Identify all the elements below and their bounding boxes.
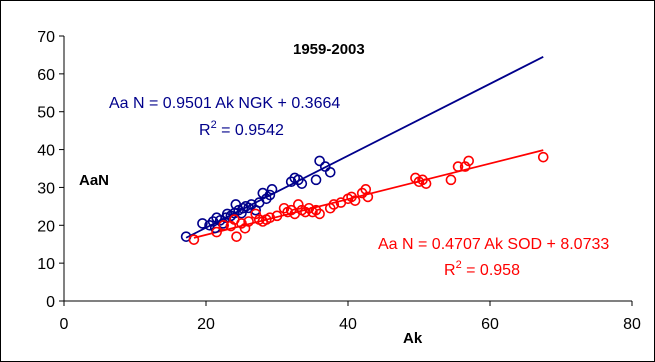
data-point-series-2 [328,199,340,210]
sod-equation: Aa N = 0.4707 Ak SOD + 8.0733 [378,236,609,253]
data-point-series-2 [459,161,471,172]
trendline-series-1 [185,56,544,239]
sod-r2-exponent: 2 [456,259,462,271]
x-tick-label: 60 [481,316,499,333]
data-point-series-1 [237,202,249,214]
ngk-r-squared: R2 = 0.9542 [199,119,284,139]
data-point-series-2 [243,216,254,227]
y-axis-label: AaN [79,172,109,189]
data-point-series-1 [324,166,336,178]
y-tick-label: 20 [37,218,55,235]
data-point-series-1 [296,178,308,189]
data-point-series-1 [314,155,325,167]
ngk-equation: Aa N = 0.9501 Ak NGK + 0.3664 [109,95,340,112]
data-point-series-2 [445,174,457,186]
ngk-r2-exponent: 2 [211,119,217,131]
x-tick-label: 80 [623,316,641,333]
data-point-series-2 [362,191,374,203]
data-point-series-2 [218,219,230,231]
y-tick-label: 0 [46,294,55,311]
data-point-series-1 [264,189,276,201]
data-point-series-1 [243,202,254,214]
data-point-series-2 [452,161,464,172]
chart-title: 1959-2003 [293,41,365,58]
data-point-series-1 [197,218,208,229]
x-axis-label: Ak [403,330,423,347]
data-point-series-2 [211,226,222,238]
y-tick-label: 40 [37,143,55,160]
sod-r2-letter: R [444,262,456,279]
data-point-series-1 [257,187,269,199]
y-tick-label: 50 [37,105,55,122]
axes: 0 10 20 30 40 50 60 70 0 20 40 60 80 [37,29,641,333]
data-point-series-2 [188,234,200,245]
y-tick-label: 10 [37,256,55,273]
data-point-series-2 [314,208,325,220]
x-tick-label: 20 [197,316,215,333]
data-point-series-1 [310,174,322,186]
y-tick-label: 70 [37,29,55,46]
y-tick-label: 30 [37,180,55,197]
data-point-series-2 [537,151,549,163]
data-point-series-2 [360,184,372,195]
sod-r2-value: = 0.958 [462,262,520,279]
data-point-series-2 [231,231,242,242]
sod-r-squared: R2 = 0.958 [444,259,520,279]
data-point-series-1 [266,184,278,195]
data-point-series-2 [250,208,261,220]
data-point-series-2 [264,212,276,224]
data-point-series-2 [463,155,475,167]
data-point-series-2 [420,178,432,189]
data-points [180,151,549,245]
y-tick-label: 60 [37,67,55,84]
data-point-series-2 [271,210,283,222]
ngk-r2-value: = 0.9542 [217,122,284,139]
x-tick-label: 0 [60,316,69,333]
ngk-r2-letter: R [199,122,211,139]
data-point-series-2 [349,195,361,206]
x-tick-label: 40 [339,316,357,333]
data-point-series-2 [292,199,304,210]
